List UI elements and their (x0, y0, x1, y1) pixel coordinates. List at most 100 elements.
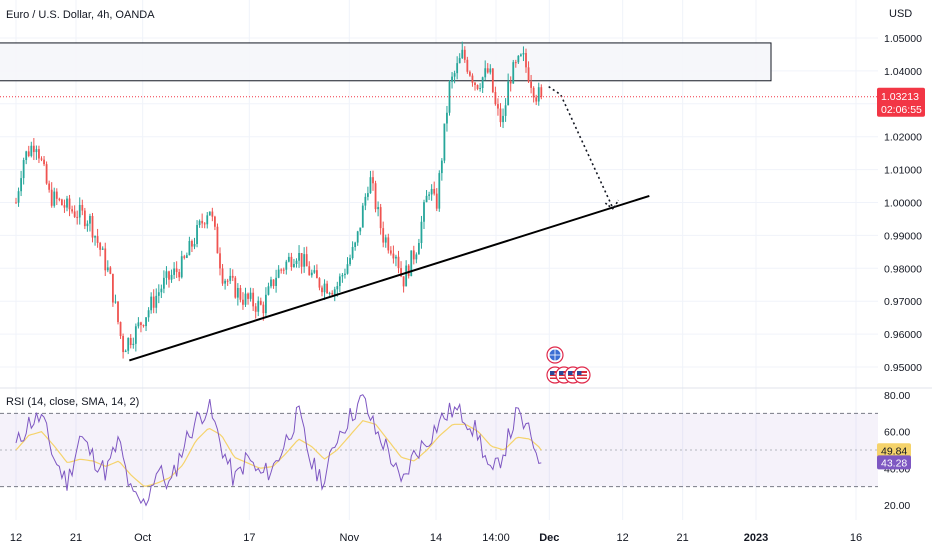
candle-body (214, 216, 216, 227)
candle-body (55, 191, 58, 199)
candle-body (338, 276, 341, 287)
candle-body (129, 337, 132, 346)
candle-body (402, 276, 405, 287)
candle-body (83, 210, 86, 227)
candle-body (30, 145, 33, 156)
candle-body (229, 275, 232, 281)
time-tick-label: 14 (430, 532, 442, 544)
candle-body (527, 67, 530, 82)
candle-body (185, 255, 188, 258)
candle-body (484, 68, 487, 78)
candle-body (295, 260, 298, 265)
candle-body (463, 49, 466, 60)
candle-body (420, 221, 423, 244)
candle-body (259, 300, 262, 305)
candle-body (257, 300, 260, 312)
rsi-value: 43.28 (881, 457, 907, 469)
candle-body (333, 289, 336, 295)
candle-body (61, 199, 63, 206)
candle-body (15, 202, 17, 204)
candle-body (94, 236, 96, 238)
candle-body (313, 270, 316, 273)
candle-body (134, 326, 137, 344)
candle-body (58, 198, 61, 200)
candle-body (40, 158, 43, 160)
candle-body (461, 49, 464, 59)
candle-body (168, 271, 170, 280)
candle-body (285, 261, 288, 270)
candle-body (247, 293, 249, 299)
drawings (0, 85, 878, 362)
flag-stripe (559, 373, 569, 375)
flag-stripe (577, 376, 587, 378)
candle-body (193, 244, 196, 247)
time-tick-label: 2023 (744, 532, 768, 544)
candle-body (32, 145, 35, 153)
candle-body (119, 322, 122, 337)
candle-body (517, 55, 520, 63)
candle-body (234, 277, 237, 298)
grid (0, 0, 932, 520)
flag-stripe (550, 376, 560, 378)
flag-canton (568, 371, 573, 375)
candle-body (203, 223, 206, 225)
candle-body (73, 211, 76, 217)
candle-body (290, 256, 293, 268)
rsi-tick-label: 20.00 (884, 500, 910, 512)
time-tick-label: 21 (70, 532, 82, 544)
candle-body (537, 87, 540, 102)
candle-body (305, 254, 308, 267)
rsi-tick-label: 80.00 (884, 390, 910, 402)
candle-body (466, 59, 469, 72)
ascending-trendline (129, 194, 650, 362)
candle-body (191, 240, 193, 247)
candle-body (364, 196, 367, 206)
candle-body (20, 178, 22, 192)
candle-body (216, 226, 219, 254)
candle-body (22, 160, 25, 179)
candle-body (226, 280, 229, 282)
time-tick-label: Nov (340, 532, 360, 544)
candle-body (140, 322, 142, 326)
candle-body (272, 279, 275, 286)
time-tick-label: 12 (10, 532, 22, 544)
candle-body (341, 275, 344, 277)
candle-body (351, 247, 354, 259)
time-axis[interactable]: 12 21 Oct 17 Nov 14 14:00 Dec 12 21 2023 16 (10, 532, 862, 544)
candle-body (53, 191, 56, 206)
candle-body (117, 301, 119, 323)
candle-body (344, 273, 346, 276)
candle-body (453, 73, 456, 77)
candle-body (124, 350, 127, 353)
candle-body (481, 77, 484, 89)
candle-body (372, 177, 374, 184)
time-tick-label: 17 (243, 532, 255, 544)
candle-body (446, 112, 448, 124)
candle-body (211, 211, 214, 217)
flag-stripe (577, 373, 587, 375)
candle-body (451, 76, 453, 82)
candle-body (367, 193, 369, 197)
flag-stripes (559, 371, 569, 379)
candle-body (45, 164, 48, 184)
candle-body (145, 317, 147, 327)
candle-body (101, 248, 104, 250)
candle-body (63, 205, 66, 208)
globe-event-icon (546, 346, 564, 364)
candle-body (321, 287, 323, 293)
candle-body (428, 194, 430, 196)
candle-body (412, 250, 415, 260)
candle-body (497, 104, 499, 109)
candle-body (35, 149, 38, 153)
candle-body (349, 258, 351, 265)
candle-body (438, 173, 441, 209)
candle-body (387, 237, 390, 251)
candle-body (400, 268, 402, 277)
candle-body (262, 304, 265, 314)
us-flag-event-icon (573, 366, 591, 384)
candle-body (160, 288, 163, 293)
candle-body (236, 287, 239, 298)
price-axis[interactable]: 1.050001.040001.030001.020001.010001.000… (877, 33, 925, 374)
flag-stripe (550, 373, 560, 375)
